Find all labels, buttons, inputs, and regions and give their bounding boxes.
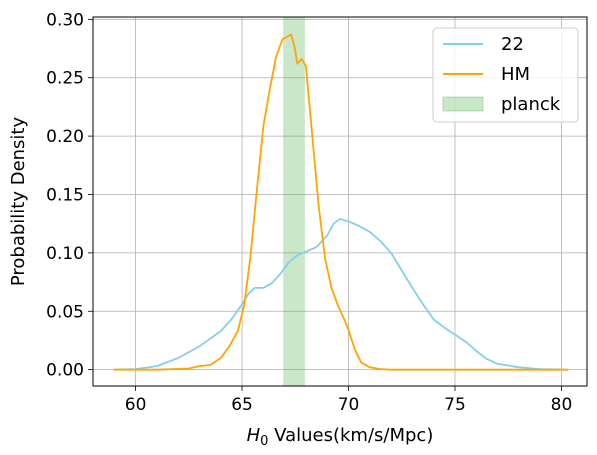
plot-frame (92, 16, 588, 387)
y-axis-label: Probability Density (8, 117, 29, 287)
planck-band (283, 17, 305, 386)
legend-swatch-planck (442, 96, 484, 112)
x-tick-label: 70 (338, 395, 360, 415)
legend-items: 22 HM planck (442, 34, 561, 115)
x-axis-label-rest: Values(km/s/Mpc) (268, 425, 433, 446)
series-line-22 (113, 218, 569, 371)
y-tick-label: 0.05 (46, 302, 84, 322)
y-tick-label: 0.20 (46, 127, 84, 147)
band-layer (283, 17, 305, 386)
legend-box (432, 27, 579, 123)
y-tick-label: 0.10 (46, 244, 84, 264)
y-tick-label: 0.25 (46, 69, 84, 89)
x-tick-label: 80 (551, 395, 573, 415)
legend-label-22: 22 (501, 34, 524, 55)
legend: 22 HM planck (432, 27, 579, 123)
x-tick-label: 60 (125, 395, 147, 415)
y-tick-label: 0.30 (46, 10, 84, 30)
x-axis-label-symbol: H (247, 425, 261, 446)
legend-label-hm: HM (501, 64, 530, 85)
legend-label-planck: planck (501, 94, 561, 115)
y-tick-label: 0.00 (46, 361, 84, 381)
series-layer (113, 33, 569, 371)
tick-layer: 60 65 70 75 80 0.00 0.05 0.10 0.15 0.20 0.25 0.30 (46, 10, 572, 415)
x-tick-label: 65 (231, 395, 253, 415)
x-axis-label: H0 Values(km/s/Mpc) (247, 425, 434, 449)
series-line-hm (113, 33, 569, 371)
x-tick-label: 75 (444, 395, 466, 415)
y-tick-label: 0.15 (46, 185, 84, 205)
x-axis-label-subscript: 0 (260, 434, 268, 449)
